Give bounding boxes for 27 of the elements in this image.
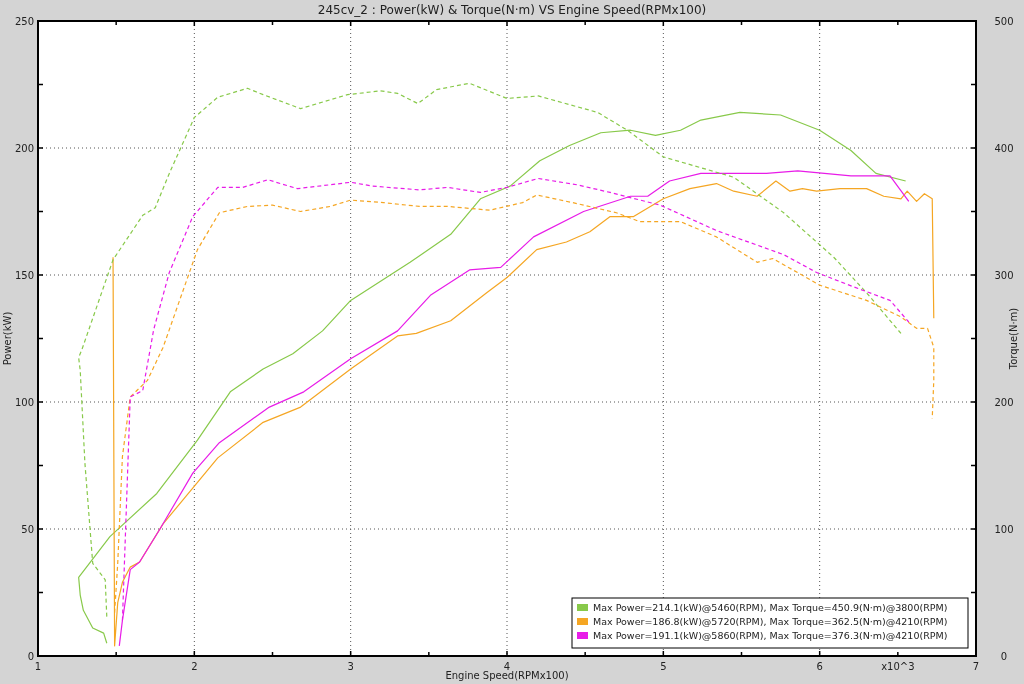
y-tick-label: 150 [14,269,34,281]
y-tick-label: 250 [14,15,34,27]
x-tick-label: 3 [347,661,354,672]
y2-tick-label: 200 [994,396,1014,408]
x-tick-label: 5 [660,661,667,672]
y-axis-title: Power(kW) [2,311,13,366]
legend-label: Max Power=214.1(kW)@5460(RPM), Max Torque=450.9(N·m)@3800(RPM) [593,602,948,613]
y2-tick-label: 500 [994,15,1014,27]
y2-tick-label: 0 [1000,650,1008,662]
y-tick-label: 0 [27,650,34,662]
x-tick-label: 4 [503,661,511,672]
y-tick-label: 100 [14,396,34,408]
x-tick-label: 6 [816,661,823,672]
y-tick-label: 200 [14,142,34,154]
chart-title: 245cv_2 : Power(kW) & Torque(N·m) VS Engine Speed(RPMx100) [317,3,707,17]
x-tick-label: 2 [191,661,198,672]
text: x10^3 [881,661,915,672]
y2-tick-label: 300 [994,269,1014,281]
y2-tick-label: 100 [994,523,1014,535]
legend-label: Max Power=186.8(kW)@5720(RPM), Max Torque=362.5(N·m)@4210(RPM) [593,616,948,627]
x-tick-label: 7 [972,661,980,672]
x-tick-label: 1 [34,661,42,672]
y2-axis-title: Torque(N·m) [1008,307,1019,371]
legend-label: Max Power=191.1(kW)@5860(RPM), Max Torque=376.3(N·m)@4210(RPM) [593,630,948,641]
y-tick-label: 50 [21,523,34,535]
x-axis-title: Engine Speed(RPMx100) [445,670,569,681]
y2-tick-label: 400 [994,142,1014,154]
